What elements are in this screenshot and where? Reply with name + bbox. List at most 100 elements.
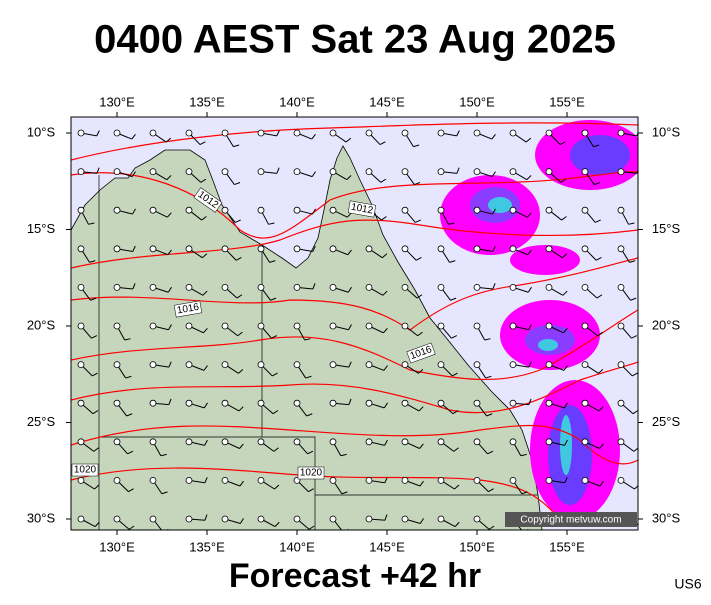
barb-feather — [563, 402, 568, 409]
barb-station — [257, 476, 265, 484]
barb-feather — [564, 477, 568, 483]
barb-feather — [233, 144, 240, 148]
barb-feather — [563, 365, 568, 371]
barb-station — [545, 322, 553, 330]
isobar-label-box — [71, 463, 99, 477]
barb-feather — [94, 521, 100, 527]
barb-feather — [384, 439, 388, 446]
barb-feather — [167, 249, 172, 256]
lat-tick-label: 15°S — [652, 221, 681, 236]
barb-feather — [92, 372, 98, 377]
barb-station — [581, 438, 589, 446]
barb-feather — [235, 219, 241, 223]
barb-feather — [305, 375, 312, 379]
barb-feather — [453, 447, 459, 452]
lat-tick-label: 20°S — [652, 317, 681, 332]
barb-feather — [452, 372, 458, 377]
barb-feather — [561, 216, 567, 221]
barb-feather — [636, 132, 638, 137]
barb-station — [437, 245, 445, 253]
barb-feather — [520, 453, 527, 457]
barb-feather — [92, 409, 99, 415]
barb-feather — [199, 141, 206, 146]
barb-station — [365, 438, 373, 446]
barb-feather — [312, 245, 316, 252]
barb-feather — [347, 212, 352, 218]
barb-station — [329, 515, 337, 523]
barb-feather — [239, 480, 244, 487]
barb-station — [221, 206, 229, 214]
map-title: 0400 AEST Sat 23 Aug 2025 — [94, 18, 616, 62]
barb-feather — [491, 171, 496, 177]
barb-feather — [132, 245, 136, 252]
barb-station — [77, 438, 85, 446]
barb-feather — [593, 144, 600, 148]
barb-feather — [380, 178, 387, 183]
barb-feather — [126, 413, 133, 417]
barb-feather — [204, 514, 208, 521]
barb-station — [401, 245, 409, 253]
barb-station — [365, 361, 373, 369]
barb-feather — [485, 375, 492, 379]
ticks: 130°E 130°E 135°E 135°E 140°E 140°E 145°E 145°E… — [27, 94, 681, 554]
barb-station — [509, 245, 517, 253]
lon-tick-label: 150°E — [459, 94, 495, 109]
barb-station — [437, 168, 445, 176]
barb-feather — [521, 491, 528, 495]
barb-feather — [487, 450, 494, 455]
barb-station — [545, 361, 553, 369]
barb-station — [185, 245, 193, 253]
barb-station — [149, 283, 157, 291]
barb-station — [365, 399, 373, 407]
barb-feather — [526, 175, 532, 181]
barb-feather — [492, 245, 496, 252]
barb-feather — [161, 491, 168, 495]
barb-station — [257, 322, 265, 330]
barb-station — [257, 206, 265, 214]
barb-station — [293, 129, 301, 137]
barb-station — [581, 168, 589, 176]
barb-station — [221, 129, 229, 137]
barb-feather — [203, 365, 208, 371]
barb-feather — [416, 294, 423, 299]
barb-station — [185, 361, 193, 369]
barb-station — [581, 283, 589, 291]
barb-feather — [594, 182, 601, 186]
barb-station — [77, 322, 85, 330]
barb-station — [473, 206, 481, 214]
barb-station — [401, 129, 409, 137]
isobar-label-box — [297, 466, 325, 480]
barb-feather — [413, 144, 420, 148]
barb-station — [293, 361, 301, 369]
barb-station — [113, 168, 121, 176]
barb-feather — [311, 134, 316, 140]
barb-station — [257, 399, 265, 407]
barb-feather — [276, 167, 280, 174]
barb-station — [437, 283, 445, 291]
barb-station — [149, 206, 157, 214]
barb-feather — [598, 406, 604, 412]
barb-station — [329, 438, 337, 446]
barb-station — [509, 206, 517, 214]
barb-feather — [634, 485, 638, 490]
barb-feather — [166, 175, 172, 181]
barb-station — [437, 515, 445, 523]
barb-station — [545, 206, 553, 214]
barb-station — [437, 399, 445, 407]
lon-tick-label: 135°E — [189, 94, 225, 109]
barb-station — [77, 206, 85, 214]
barb-feather — [273, 447, 279, 452]
barb-feather — [168, 361, 172, 368]
barb-feather — [560, 178, 567, 183]
barb-feather — [561, 253, 568, 259]
barb-station — [257, 438, 265, 446]
barb-feather — [239, 443, 244, 449]
barb-station — [401, 515, 409, 523]
barb-feather — [127, 450, 134, 455]
barb-feather — [527, 249, 532, 256]
barb-station — [473, 283, 481, 291]
barb-station — [185, 283, 193, 291]
barb-feather — [564, 439, 568, 446]
barb-station — [617, 206, 625, 214]
